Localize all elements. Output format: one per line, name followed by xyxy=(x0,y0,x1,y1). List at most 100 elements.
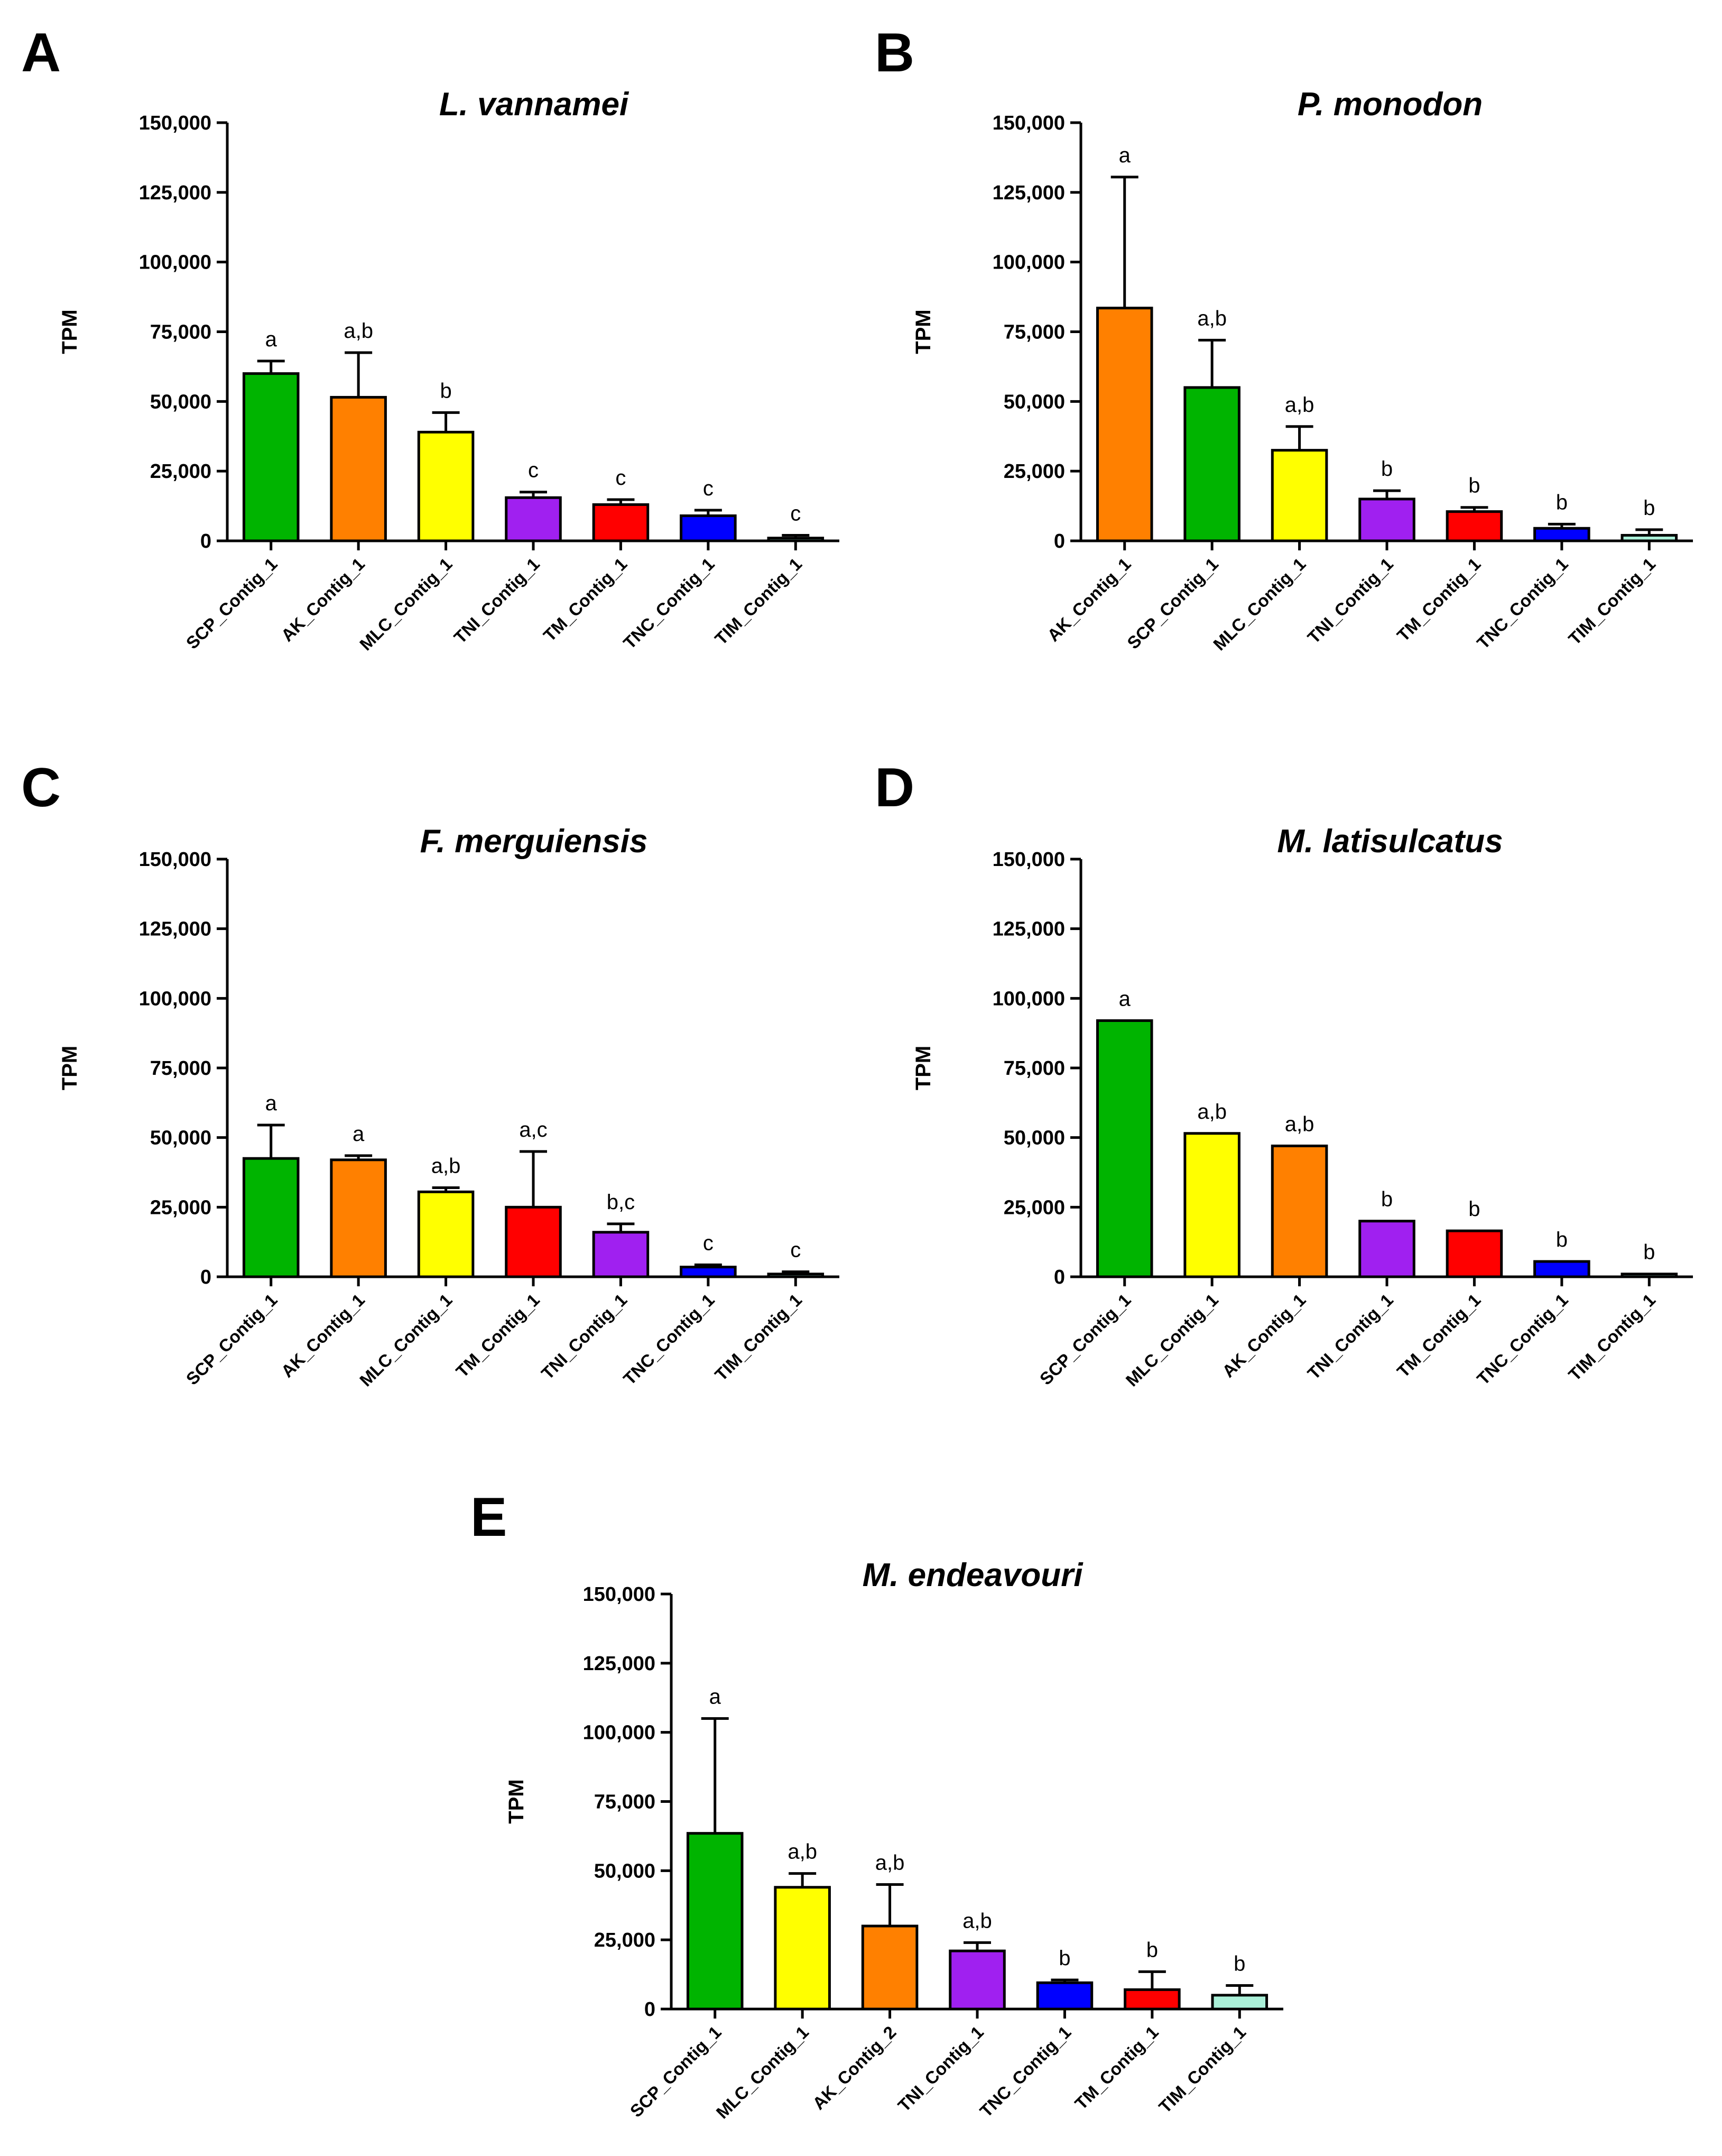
x-tick-label: MLC_Contig_1 xyxy=(1122,1290,1223,1390)
x-tick-label: TNC_Contig_1 xyxy=(619,1290,718,1389)
significance-label: b xyxy=(1059,1947,1070,1970)
y-tick-label: 125,000 xyxy=(583,1653,655,1675)
significance-label: a xyxy=(265,328,277,351)
chart-title: M. latisulcatus xyxy=(1277,823,1503,860)
y-tick-label: 125,000 xyxy=(139,182,211,204)
x-tick-label: TIM_Contig_1 xyxy=(1564,554,1659,649)
bar-tm-contig-1 xyxy=(1446,510,1503,542)
y-tick-label: 100,000 xyxy=(993,988,1065,1010)
x-tick-label: MLC_Contig_1 xyxy=(1209,554,1310,655)
bar-tnc-contig-1 xyxy=(1036,1981,1094,2011)
bar-tnc-contig-1 xyxy=(680,514,737,542)
bar-tim-contig-1 xyxy=(1621,1273,1678,1278)
x-tick-label: TNC_Contig_1 xyxy=(976,2022,1075,2121)
x-tick-label: SCP_Contig_1 xyxy=(182,554,281,653)
bar-mlc-contig-1 xyxy=(774,1886,831,2011)
bar-ak-contig-1 xyxy=(1096,307,1153,542)
chart-panel-a: A L. vannamei TPM 0 25,000 50,000 75,000 100,00… xyxy=(21,22,839,654)
y-tick-label: 75,000 xyxy=(150,1057,211,1080)
significance-label: c xyxy=(790,502,801,525)
y-tick-label: 25,000 xyxy=(1004,460,1065,483)
y-tick-label: 125,000 xyxy=(993,182,1065,204)
panel-letter: D xyxy=(875,757,914,818)
chart-panel-c: C F. merguiensis TPM 0 25,000 50,000 75,000 100… xyxy=(21,757,839,1390)
significance-label: b xyxy=(1468,474,1480,497)
bar-mlc-contig-1 xyxy=(1271,449,1328,542)
y-tick-label: 100,000 xyxy=(583,1722,655,1744)
y-tick-label: 75,000 xyxy=(150,321,211,344)
significance-label: a xyxy=(353,1122,365,1146)
x-tick-label: TM_Contig_1 xyxy=(540,554,631,646)
y-tick-label: 75,000 xyxy=(1004,321,1065,344)
significance-label: b xyxy=(1146,1938,1158,1961)
x-tick-label: TNI_Contig_1 xyxy=(1303,1290,1397,1384)
y-tick-label: 100,000 xyxy=(139,252,211,274)
bar-tim-contig-1 xyxy=(1621,533,1678,542)
panel-letter: E xyxy=(470,1487,507,1548)
x-tick-label: TNI_Contig_1 xyxy=(894,2022,987,2116)
significance-label: b xyxy=(1556,491,1568,514)
bar-ak-contig-1 xyxy=(1271,1144,1328,1278)
x-tick-label: TM_Contig_1 xyxy=(452,1290,543,1381)
y-tick-label: 25,000 xyxy=(150,460,211,483)
bar-tnc-contig-1 xyxy=(1533,527,1590,542)
y-tick-label: 125,000 xyxy=(993,918,1065,941)
x-tick-label: TM_Contig_1 xyxy=(1393,554,1485,646)
bar-mlc-contig-1 xyxy=(417,430,475,542)
bar-tni-contig-1 xyxy=(1358,1220,1415,1278)
y-tick-label: 50,000 xyxy=(594,1860,655,1882)
x-tick-label: TM_Contig_1 xyxy=(1393,1290,1485,1381)
y-tick-label: 150,000 xyxy=(993,112,1065,134)
x-tick-label: TM_Contig_1 xyxy=(1071,2022,1162,2114)
significance-label: a xyxy=(265,1092,277,1115)
bar-tm-contig-1 xyxy=(1446,1229,1503,1278)
bar-tni-contig-1 xyxy=(1358,497,1415,542)
y-tick-label: 150,000 xyxy=(993,849,1065,871)
significance-label: b xyxy=(1556,1228,1568,1251)
significance-label: a,b xyxy=(344,319,373,343)
significance-label: a,b xyxy=(962,1909,992,1932)
significance-label: a,b xyxy=(1285,1112,1314,1136)
bar-ak-contig-2 xyxy=(861,1924,919,2011)
y-tick-label: 25,000 xyxy=(594,1929,655,1951)
significance-label: a,b xyxy=(1197,1100,1227,1123)
y-tick-label: 125,000 xyxy=(139,918,211,941)
significance-label: c xyxy=(615,466,626,490)
x-tick-label: SCP_Contig_1 xyxy=(182,1290,281,1389)
x-tick-label: TIM_Contig_1 xyxy=(1155,2022,1249,2117)
bar-tnc-contig-1 xyxy=(680,1266,737,1278)
significance-label: b xyxy=(1468,1197,1480,1221)
significance-label: a,b xyxy=(431,1154,461,1177)
y-tick-label: 150,000 xyxy=(139,112,211,134)
y-tick-label: 0 xyxy=(200,530,211,552)
significance-label: a,b xyxy=(875,1851,905,1875)
bar-mlc-contig-1 xyxy=(417,1190,475,1278)
y-tick-label: 75,000 xyxy=(1004,1057,1065,1080)
bar-tm-contig-1 xyxy=(592,503,650,542)
y-tick-label: 50,000 xyxy=(150,391,211,413)
significance-label: a,b xyxy=(1285,393,1314,417)
chart-panel-d: D M. latisulcatus TPM 0 25,000 50,000 75,000 10… xyxy=(875,757,1693,1390)
bar-scp-contig-1 xyxy=(1183,386,1240,542)
x-tick-label: MLC_Contig_1 xyxy=(356,554,456,655)
significance-label: c xyxy=(703,1231,714,1255)
y-tick-label: 0 xyxy=(1054,530,1065,552)
y-tick-label: 100,000 xyxy=(139,988,211,1010)
x-tick-label: TIM_Contig_1 xyxy=(1564,1290,1659,1385)
chart-title: L. vannamei xyxy=(439,86,629,123)
bar-tim-contig-1 xyxy=(1211,1994,1269,2011)
x-tick-label: SCP_Contig_1 xyxy=(1036,1290,1135,1389)
significance-label: a xyxy=(1119,987,1131,1010)
significance-label: a xyxy=(1119,144,1131,167)
y-tick-label: 50,000 xyxy=(1004,391,1065,413)
bar-scp-contig-1 xyxy=(686,1832,744,2011)
x-tick-label: AK_Contig_1 xyxy=(1043,554,1135,646)
bar-scp-contig-1 xyxy=(1096,1019,1153,1278)
y-tick-label: 0 xyxy=(644,1998,655,2021)
chart-title: F. merguiensis xyxy=(420,823,648,860)
y-tick-label: 0 xyxy=(200,1266,211,1288)
bar-tnc-contig-1 xyxy=(1533,1260,1590,1278)
chart-panel-b: B P. monodon TPM 0 25,000 50,000 75,000 100,000… xyxy=(875,22,1693,654)
bar-tm-contig-1 xyxy=(505,1205,562,1278)
